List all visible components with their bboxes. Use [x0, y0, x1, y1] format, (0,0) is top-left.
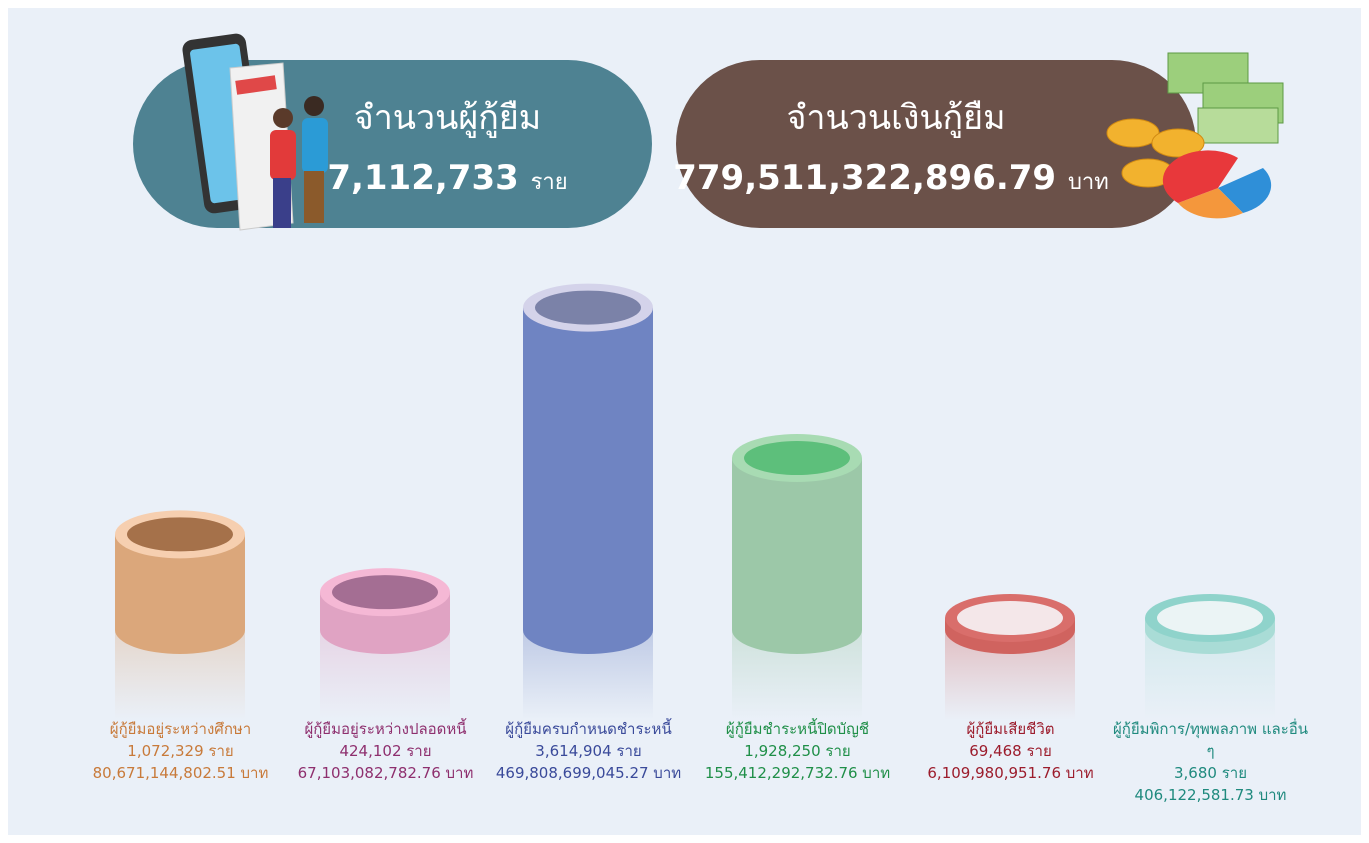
bar-label: ผู้กู้ยืมชำระหนี้ปิดบัญชี 1,928,250 ราย 15…	[695, 718, 900, 784]
amount-label: 6,109,980,951.76 บาท	[927, 764, 1094, 782]
count-label: 424,102 ราย	[339, 742, 432, 760]
borrowers-value: 7,112,733	[327, 158, 519, 198]
phone-illustration	[182, 33, 328, 231]
amount-label: จำนวนเงินกู้ยืม	[786, 98, 1006, 138]
illustrations	[182, 33, 1284, 231]
cylinder-inner	[332, 575, 438, 610]
infographic: จำนวนผู้กู้ยืม 7,112,733 ราย จำนวนเงินกู…	[8, 8, 1361, 835]
amount-label: 80,671,144,802.51 บาท	[92, 764, 269, 782]
borrowers-unit: ราย	[530, 170, 568, 195]
money-illustration	[1106, 52, 1284, 219]
borrowers-total: 7,112,733 ราย	[243, 158, 652, 199]
bar-label: ผู้กู้ยืมครบกำหนดชำระหนี้ 3,614,904 ราย 46…	[486, 718, 691, 784]
borrowers-label: จำนวนผู้กู้ยืม	[353, 98, 542, 138]
amount-unit: บาท	[1067, 170, 1109, 195]
count-label: 1,072,329 ราย	[127, 742, 234, 760]
category-label: ผู้กู้ยืมชำระหนี้ปิดบัญชี	[725, 720, 870, 738]
category-label: ผู้กู้ยืมอยู่ระหว่างปลอดหนี้	[304, 720, 467, 738]
bar-label: ผู้กู้ยืมเสียชีวิต 69,468 ราย 6,109,980,95…	[908, 718, 1113, 784]
count-label: 3,614,904 ราย	[535, 742, 642, 760]
amount-label: 67,103,082,782.76 บาท	[297, 764, 474, 782]
bar-label: ผู้กู้ยืมอยู่ระหว่างปลอดหนี้ 424,102 ราย 6…	[283, 718, 488, 784]
category-label: ผู้กู้ยืมอยู่ระหว่างศึกษา	[109, 720, 252, 738]
count-label: 69,468 ราย	[969, 742, 1052, 760]
amount-value: 779,511,322,896.79	[673, 158, 1057, 198]
category-label: ผู้กู้ยืมครบกำหนดชำระหนี้	[505, 720, 672, 738]
cylinder-body	[523, 307, 653, 630]
cylinder-inner	[1157, 601, 1263, 635]
amount-panel: จำนวนเงินกู้ยืม 779,511,322,896.79 บาท	[673, 60, 1196, 228]
amount-total: 779,511,322,896.79 บาท	[586, 158, 1196, 199]
amount-label: 155,412,292,732.76 บาท	[704, 764, 891, 782]
amount-label: 469,808,699,045.27 บาท	[495, 764, 682, 782]
category-label: ผู้กู้ยืมเสียชีวิต	[966, 720, 1055, 738]
cylinder-chart	[115, 283, 1275, 720]
category-label: ผู้กู้ยืมพิการ/ทุพพลภาพ และอื่น ๆ	[1112, 720, 1309, 760]
cylinder-body	[732, 458, 862, 630]
amount-label: 406,122,581.73 บาท	[1134, 786, 1287, 804]
cylinder-inner	[957, 601, 1063, 635]
count-label: 3,680 ราย	[1174, 764, 1247, 782]
count-label: 1,928,250 ราย	[744, 742, 851, 760]
cylinder-inner	[127, 517, 233, 552]
bar-label: ผู้กู้ยืมพิการ/ทุพพลภาพ และอื่น ๆ 3,680 ร…	[1108, 718, 1313, 806]
bar-label: ผู้กู้ยืมอยู่ระหว่างศึกษา 1,072,329 ราย 80…	[78, 718, 283, 784]
cylinder-inner	[744, 441, 850, 476]
cylinder-inner	[535, 290, 641, 325]
